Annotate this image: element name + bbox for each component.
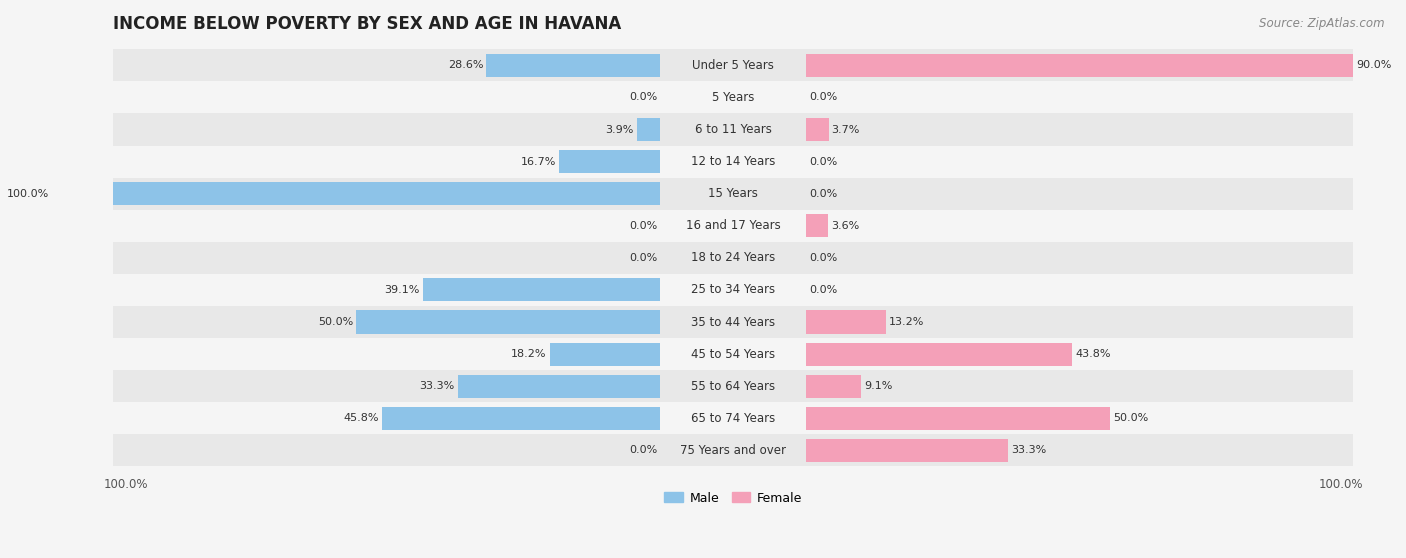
Bar — [52, 182, 661, 205]
Bar — [558, 150, 661, 173]
Text: 6 to 11 Years: 6 to 11 Years — [695, 123, 772, 136]
Text: 39.1%: 39.1% — [384, 285, 419, 295]
Bar — [114, 113, 1353, 146]
Text: Under 5 Years: Under 5 Years — [692, 59, 775, 72]
Text: 13.2%: 13.2% — [890, 317, 925, 327]
Text: 0.0%: 0.0% — [628, 445, 657, 455]
Text: 65 to 74 Years: 65 to 74 Years — [690, 412, 775, 425]
Text: 18.2%: 18.2% — [512, 349, 547, 359]
Text: 25 to 34 Years: 25 to 34 Years — [692, 283, 775, 296]
Text: 100.0%: 100.0% — [7, 189, 49, 199]
Text: 28.6%: 28.6% — [449, 60, 484, 70]
Bar — [114, 370, 1353, 402]
Text: 33.3%: 33.3% — [419, 381, 454, 391]
Bar — [356, 310, 661, 334]
Text: 50.0%: 50.0% — [1114, 413, 1149, 424]
Bar — [114, 210, 1353, 242]
Text: 0.0%: 0.0% — [808, 157, 838, 167]
Text: 0.0%: 0.0% — [808, 285, 838, 295]
Bar — [458, 374, 661, 398]
Bar — [382, 407, 661, 430]
Legend: Male, Female: Male, Female — [659, 487, 807, 509]
Text: 0.0%: 0.0% — [808, 93, 838, 103]
Bar — [114, 274, 1353, 306]
Bar — [114, 338, 1353, 370]
Text: 43.8%: 43.8% — [1076, 349, 1111, 359]
Bar — [114, 434, 1353, 466]
Text: 5 Years: 5 Years — [711, 91, 755, 104]
Bar — [806, 343, 1073, 365]
Bar — [114, 177, 1353, 210]
Bar — [114, 402, 1353, 434]
Text: 50.0%: 50.0% — [318, 317, 353, 327]
Bar — [806, 407, 1109, 430]
Bar — [806, 374, 862, 398]
Text: 12 to 14 Years: 12 to 14 Years — [690, 155, 775, 168]
Text: 75 Years and over: 75 Years and over — [681, 444, 786, 457]
Text: 33.3%: 33.3% — [1011, 445, 1046, 455]
Text: 45.8%: 45.8% — [343, 413, 378, 424]
Bar — [114, 242, 1353, 274]
Text: 55 to 64 Years: 55 to 64 Years — [692, 379, 775, 393]
Text: 15 Years: 15 Years — [709, 187, 758, 200]
Text: INCOME BELOW POVERTY BY SEX AND AGE IN HAVANA: INCOME BELOW POVERTY BY SEX AND AGE IN H… — [114, 15, 621, 33]
Text: 0.0%: 0.0% — [808, 253, 838, 263]
Text: 35 to 44 Years: 35 to 44 Years — [692, 315, 775, 329]
Bar — [114, 146, 1353, 177]
Text: 3.9%: 3.9% — [605, 124, 634, 134]
Text: 0.0%: 0.0% — [628, 93, 657, 103]
Text: 0.0%: 0.0% — [628, 253, 657, 263]
Bar — [114, 306, 1353, 338]
Bar — [806, 118, 828, 141]
Bar — [806, 310, 886, 334]
Bar — [806, 214, 828, 237]
Bar — [550, 343, 661, 365]
Text: 0.0%: 0.0% — [808, 189, 838, 199]
Text: 45 to 54 Years: 45 to 54 Years — [692, 348, 775, 360]
Text: 9.1%: 9.1% — [865, 381, 893, 391]
Bar — [806, 439, 1008, 462]
Text: 18 to 24 Years: 18 to 24 Years — [690, 251, 775, 264]
Bar — [486, 54, 661, 77]
Text: 3.7%: 3.7% — [831, 124, 860, 134]
Bar — [114, 81, 1353, 113]
Bar — [423, 278, 661, 301]
Bar — [806, 54, 1353, 77]
Bar — [114, 49, 1353, 81]
Text: 0.0%: 0.0% — [628, 221, 657, 231]
Bar — [637, 118, 661, 141]
Text: 16.7%: 16.7% — [520, 157, 555, 167]
Text: 90.0%: 90.0% — [1355, 60, 1392, 70]
Text: Source: ZipAtlas.com: Source: ZipAtlas.com — [1260, 17, 1385, 30]
Text: 16 and 17 Years: 16 and 17 Years — [686, 219, 780, 232]
Text: 3.6%: 3.6% — [831, 221, 859, 231]
